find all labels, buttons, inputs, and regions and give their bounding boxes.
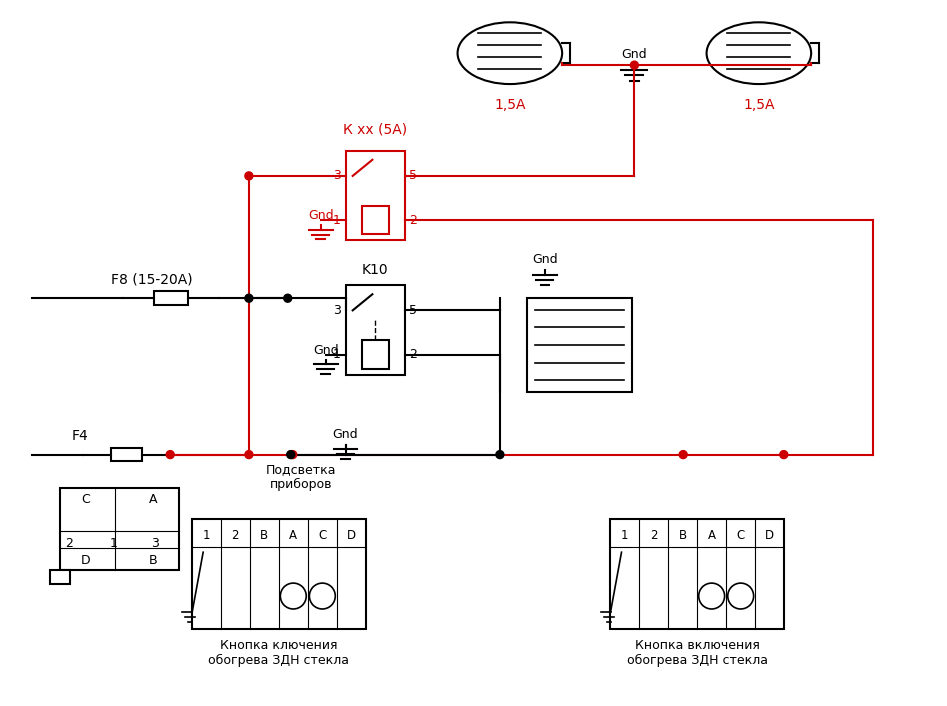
Bar xyxy=(610,520,784,629)
Text: D: D xyxy=(765,529,775,542)
Text: 2: 2 xyxy=(650,529,657,542)
Circle shape xyxy=(496,450,504,459)
Ellipse shape xyxy=(706,23,812,84)
Text: 3: 3 xyxy=(332,169,341,182)
Text: обогрева ЗДН стекла: обогрева ЗДН стекла xyxy=(208,654,349,667)
Bar xyxy=(60,489,179,570)
Text: C: C xyxy=(737,529,745,542)
Text: Кнопка включения: Кнопка включения xyxy=(634,639,759,652)
Bar xyxy=(191,520,366,629)
Circle shape xyxy=(727,583,754,609)
Text: 3: 3 xyxy=(332,304,341,317)
Circle shape xyxy=(284,294,292,302)
Circle shape xyxy=(245,172,253,180)
Text: 2: 2 xyxy=(409,214,417,227)
Text: Gnd: Gnd xyxy=(621,48,647,61)
Text: Gnd: Gnd xyxy=(308,209,333,222)
Text: Кнопка ключения: Кнопка ключения xyxy=(220,639,337,652)
Text: 1: 1 xyxy=(620,529,628,542)
Circle shape xyxy=(631,61,638,69)
Text: 1,5А: 1,5А xyxy=(743,98,775,112)
Text: Gnd: Gnd xyxy=(332,428,358,441)
Circle shape xyxy=(289,450,296,459)
Circle shape xyxy=(245,450,253,459)
Text: A: A xyxy=(289,529,297,542)
Text: 5: 5 xyxy=(409,169,418,182)
Bar xyxy=(346,151,405,241)
Text: 1: 1 xyxy=(332,348,341,361)
Circle shape xyxy=(167,450,174,459)
Text: Gnd: Gnd xyxy=(532,253,558,266)
Circle shape xyxy=(699,583,724,609)
Text: 1: 1 xyxy=(110,537,117,550)
Text: обогрева ЗДН стекла: обогрева ЗДН стекла xyxy=(627,654,768,667)
Text: Gnd: Gnd xyxy=(313,344,338,357)
Circle shape xyxy=(679,450,688,459)
Bar xyxy=(154,292,188,305)
Text: 5: 5 xyxy=(409,304,418,317)
Text: 3: 3 xyxy=(152,537,159,550)
Bar xyxy=(527,298,632,393)
Text: 1,5А: 1,5А xyxy=(494,98,526,112)
Circle shape xyxy=(280,583,306,609)
Text: D: D xyxy=(347,529,356,542)
Text: K10: K10 xyxy=(362,263,388,277)
Text: приборов: приборов xyxy=(270,478,332,491)
Text: B: B xyxy=(679,529,687,542)
Bar xyxy=(362,340,389,369)
Circle shape xyxy=(310,583,335,609)
Text: 2: 2 xyxy=(65,537,73,550)
Text: D: D xyxy=(81,554,91,567)
Bar xyxy=(346,285,405,375)
Text: C: C xyxy=(318,529,327,542)
Text: B: B xyxy=(149,554,157,567)
Bar xyxy=(362,205,389,234)
Ellipse shape xyxy=(457,23,563,84)
Text: F4: F4 xyxy=(72,429,88,443)
Text: F8 (15-20А): F8 (15-20А) xyxy=(112,273,193,286)
Text: 1: 1 xyxy=(203,529,210,542)
Text: A: A xyxy=(149,493,157,506)
Circle shape xyxy=(779,450,788,459)
Text: Подсветка: Подсветка xyxy=(265,463,336,476)
Bar xyxy=(49,570,69,584)
Text: A: A xyxy=(707,529,716,542)
Text: 2: 2 xyxy=(409,348,417,361)
Text: 2: 2 xyxy=(231,529,239,542)
Text: К хх (5А): К хх (5А) xyxy=(344,123,407,137)
Text: 1: 1 xyxy=(332,214,341,227)
Bar xyxy=(111,448,142,461)
Text: B: B xyxy=(260,529,268,542)
Text: C: C xyxy=(81,493,90,506)
Circle shape xyxy=(245,294,253,302)
Circle shape xyxy=(287,450,295,459)
